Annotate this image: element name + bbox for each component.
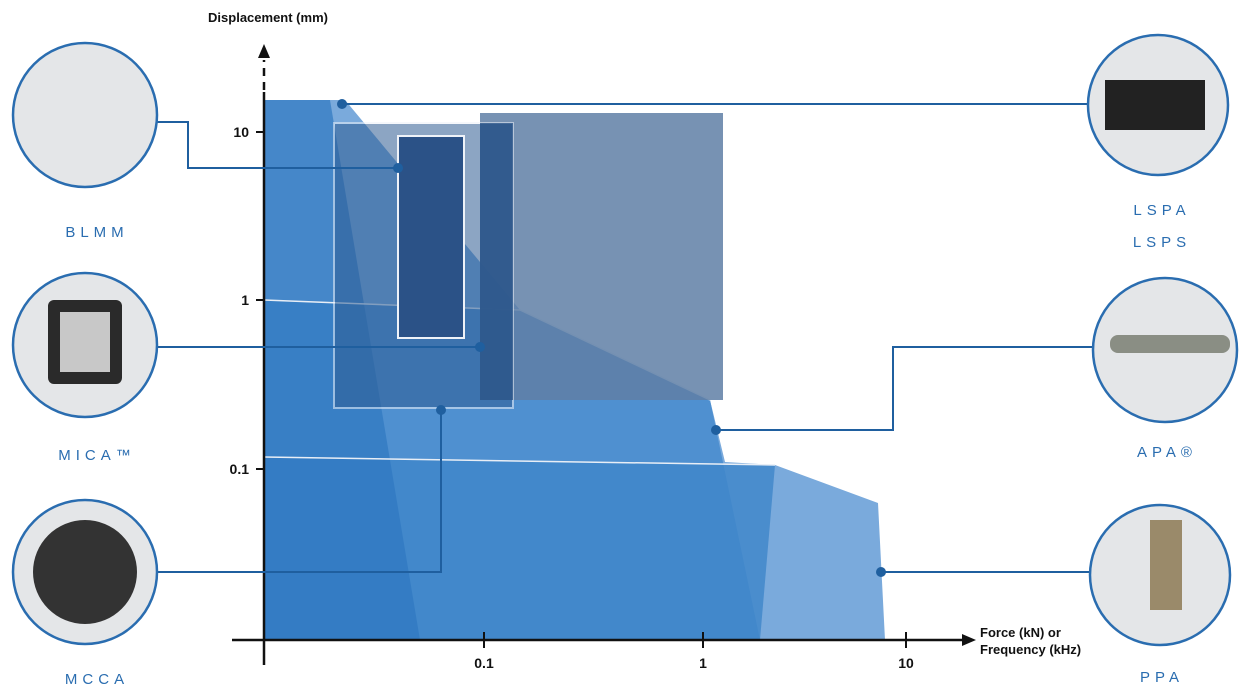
x-axis-label: Frequency (kHz) [980, 642, 1081, 657]
y-tick-label: 10 [233, 124, 249, 140]
dot [436, 405, 446, 415]
y-axis-label: Displacement (mm) [208, 10, 328, 25]
dot [876, 567, 886, 577]
y-tick-label: 0.1 [230, 461, 250, 477]
dot [711, 425, 721, 435]
product-label: APA® [1137, 444, 1197, 461]
dot [393, 163, 403, 173]
connector [716, 346, 1095, 431]
product-label: LSPS [1133, 234, 1191, 251]
product-label: BLMM [65, 224, 128, 241]
x-tick-label: 0.1 [474, 655, 494, 671]
region-blmm [397, 135, 465, 339]
x-tick-label: 10 [898, 655, 914, 671]
product-photo [11, 41, 159, 189]
dot [475, 342, 485, 352]
y-tick-label: 1 [241, 292, 249, 308]
product-label: MICA™ [58, 447, 136, 464]
region-mcca [480, 123, 513, 400]
photo-detail [1105, 80, 1205, 130]
product-label: PPA [1140, 669, 1184, 686]
product-label: LSPA [1133, 202, 1190, 219]
x-axis-label: Force (kN) or [980, 625, 1061, 640]
region-lspa [480, 113, 723, 400]
x-tick-label: 1 [699, 655, 707, 671]
dot [337, 99, 347, 109]
photo-detail [33, 520, 137, 624]
boundary [263, 456, 776, 466]
photo-detail [1110, 335, 1230, 353]
connector [155, 121, 398, 169]
y-arrow [258, 44, 270, 58]
photo-detail [1150, 520, 1182, 610]
connector [155, 410, 442, 573]
photo-detail [60, 312, 110, 372]
product-label: MCCA [65, 671, 129, 688]
x-arrow [962, 634, 976, 646]
